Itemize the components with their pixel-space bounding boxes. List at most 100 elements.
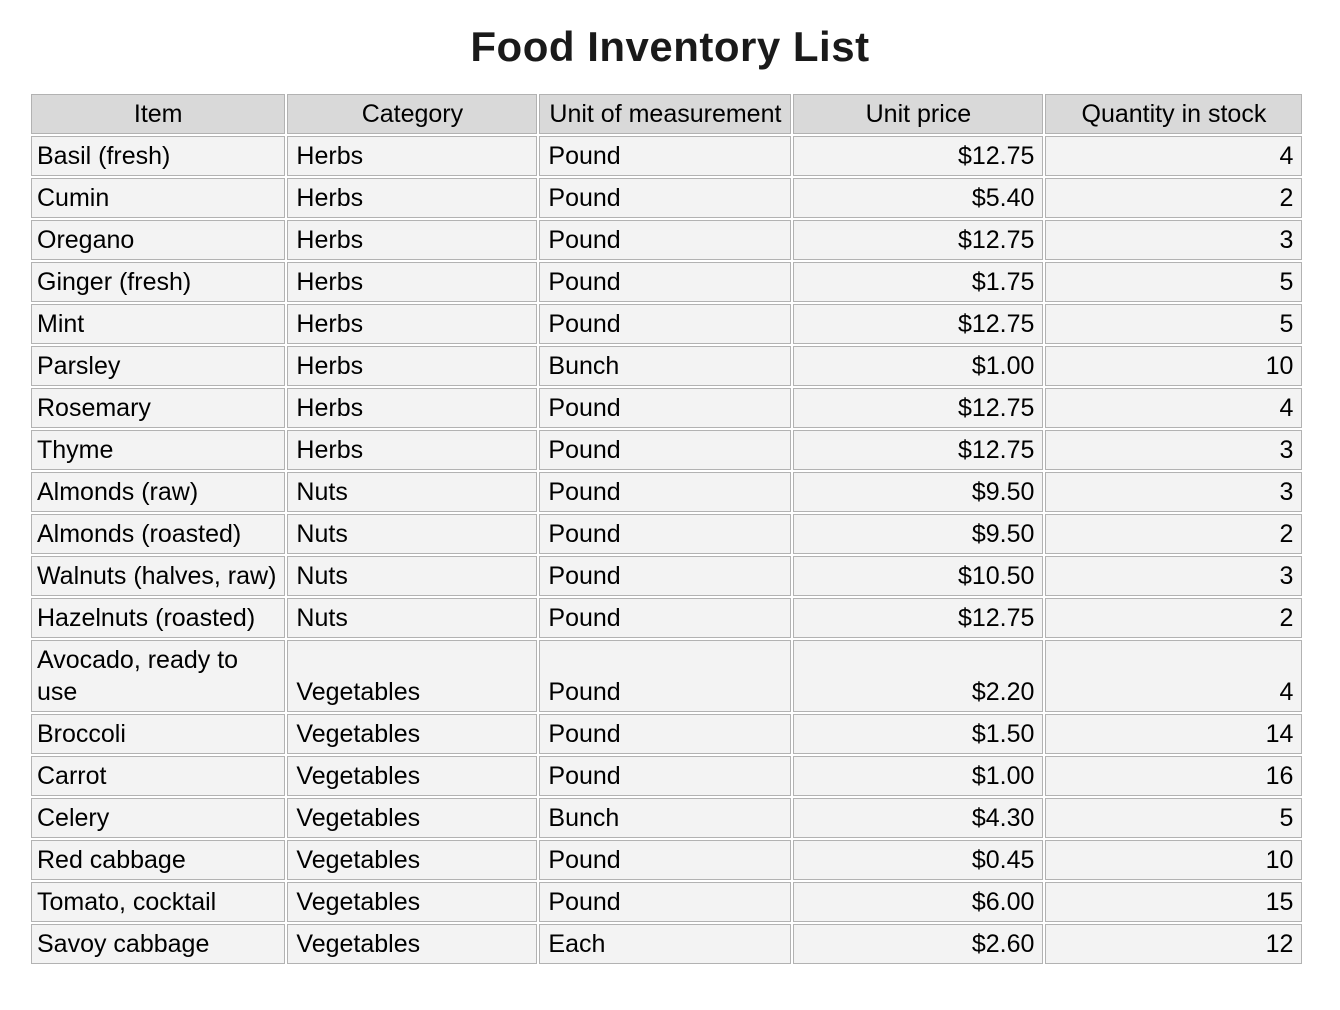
cell-price: $1.75 (793, 262, 1044, 302)
cell-text: Tomato, cocktail (37, 888, 217, 916)
cell-category: Herbs (287, 304, 538, 344)
cell-item: Basil (fresh) (31, 136, 286, 176)
cell-text: 4 (1279, 142, 1294, 170)
cell-text: $1.50 (971, 720, 1035, 748)
cell-qty: 15 (1045, 882, 1303, 922)
cell-text: Herbs (296, 268, 364, 296)
cell-unit: Pound (539, 304, 792, 344)
cell-price: $12.75 (793, 304, 1044, 344)
cell-text: 10 (1265, 352, 1294, 380)
cell-price: $2.60 (793, 924, 1044, 964)
cell-text: 3 (1279, 478, 1294, 506)
cell-price: $9.50 (793, 514, 1044, 554)
cell-text: $1.00 (971, 762, 1035, 790)
cell-text: Pound (548, 184, 621, 212)
cell-unit: Pound (539, 756, 792, 796)
cell-text: 3 (1279, 436, 1294, 464)
cell-text: Avocado, ready to use (37, 646, 239, 706)
cell-item: Cumin (31, 178, 286, 218)
cell-text: $1.75 (971, 268, 1035, 296)
cell-category: Herbs (287, 388, 538, 428)
cell-text: 2 (1279, 184, 1294, 212)
cell-text: $9.50 (971, 478, 1035, 506)
cell-text: $2.60 (971, 930, 1035, 958)
cell-text: Vegetables (296, 762, 421, 790)
cell-item: Mint (31, 304, 286, 344)
cell-text: Pound (548, 478, 621, 506)
cell-unit: Pound (539, 556, 792, 596)
cell-category: Herbs (287, 430, 538, 470)
cell-text: Pound (548, 142, 621, 170)
cell-item: Tomato, cocktail (31, 882, 286, 922)
table-row: Walnuts (halves, raw) Nuts Pound $10.50 3 (31, 556, 1303, 596)
cell-text: Thyme (37, 436, 114, 464)
cell-text: Vegetables (296, 846, 421, 874)
cell-text: Pound (548, 762, 621, 790)
cell-text: $12.75 (957, 604, 1035, 632)
cell-text: $6.00 (971, 888, 1035, 916)
cell-text: 5 (1279, 804, 1294, 832)
cell-price: $1.00 (793, 346, 1044, 386)
cell-item: Broccoli (31, 714, 286, 754)
table-row: Oregano Herbs Pound $12.75 3 (31, 220, 1303, 260)
table-row: Almonds (roasted) Nuts Pound $9.50 2 (31, 514, 1303, 554)
cell-text: $12.75 (957, 394, 1035, 422)
cell-text: 5 (1279, 268, 1294, 296)
cell-item: Avocado, ready to use (31, 640, 286, 712)
cell-category: Nuts (287, 514, 538, 554)
table-row: Ginger (fresh) Herbs Pound $1.75 5 (31, 262, 1303, 302)
cell-text: 5 (1279, 310, 1294, 338)
cell-text: Pound (548, 268, 621, 296)
inventory-table-body: Basil (fresh) Herbs Pound $12.75 4 Cumin Herbs… (31, 136, 1303, 964)
cell-text: 14 (1265, 720, 1294, 748)
cell-item: Almonds (roasted) (31, 514, 286, 554)
cell-text: $12.75 (957, 310, 1035, 338)
cell-item: Rosemary (31, 388, 286, 428)
cell-qty: 3 (1045, 220, 1303, 260)
cell-category: Vegetables (287, 756, 538, 796)
cell-text: Ginger (fresh) (37, 268, 192, 296)
cell-text: Vegetables (296, 804, 421, 832)
cell-text: 4 (1279, 394, 1294, 422)
cell-text: Broccoli (37, 720, 126, 748)
cell-text: Pound (548, 394, 621, 422)
page-title: Food Inventory List (470, 23, 870, 70)
cell-qty: 12 (1045, 924, 1303, 964)
cell-unit: Bunch (539, 346, 792, 386)
table-row: Tomato, cocktail Vegetables Pound $6.00 15 (31, 882, 1303, 922)
cell-qty: 10 (1045, 840, 1303, 880)
cell-category: Vegetables (287, 924, 538, 964)
cell-text: Rosemary (37, 394, 151, 422)
cell-item: Carrot (31, 756, 286, 796)
column-header-category: Category (287, 94, 538, 134)
cell-text: Herbs (296, 226, 364, 254)
cell-text: Herbs (296, 394, 364, 422)
table-row: Savoy cabbage Vegetables Each $2.60 12 (31, 924, 1303, 964)
cell-category: Vegetables (287, 798, 538, 838)
cell-price: $4.30 (793, 798, 1044, 838)
cell-category: Vegetables (287, 640, 538, 712)
cell-qty: 10 (1045, 346, 1303, 386)
cell-text: Pound (548, 562, 621, 590)
cell-item: Almonds (raw) (31, 472, 286, 512)
cell-category: Nuts (287, 472, 538, 512)
cell-item: Walnuts (halves, raw) (31, 556, 286, 596)
cell-text: Bunch (548, 352, 620, 380)
cell-item: Red cabbage (31, 840, 286, 880)
cell-price: $12.75 (793, 136, 1044, 176)
cell-qty: 4 (1045, 388, 1303, 428)
cell-qty: 2 (1045, 598, 1303, 638)
cell-text: Vegetables (296, 720, 421, 748)
cell-item: Savoy cabbage (31, 924, 286, 964)
cell-text: Vegetables (296, 678, 421, 706)
cell-unit: Bunch (539, 798, 792, 838)
cell-qty: 3 (1045, 472, 1303, 512)
cell-text: Pound (548, 436, 621, 464)
cell-text: $12.75 (957, 226, 1035, 254)
table-row: Broccoli Vegetables Pound $1.50 14 (31, 714, 1303, 754)
cell-qty: 3 (1045, 430, 1303, 470)
table-row: Celery Vegetables Bunch $4.30 5 (31, 798, 1303, 838)
cell-qty: 5 (1045, 262, 1303, 302)
cell-text: Pound (548, 846, 621, 874)
cell-price: $12.75 (793, 388, 1044, 428)
